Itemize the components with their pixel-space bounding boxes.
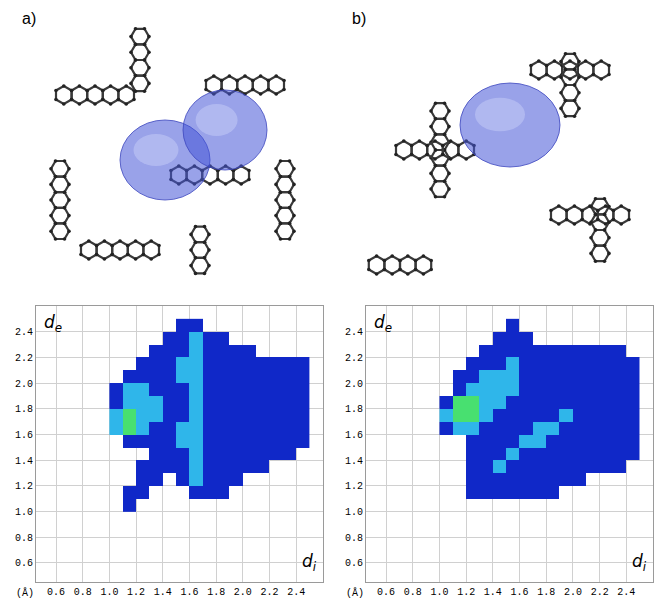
svg-text:2.4: 2.4	[617, 587, 635, 598]
svg-text:d​i​: d​i​	[302, 551, 317, 574]
svg-text:1.0: 1.0	[345, 507, 363, 518]
svg-text:1.6: 1.6	[345, 430, 363, 441]
svg-text:1.4: 1.4	[484, 587, 502, 598]
svg-text:2.2: 2.2	[261, 587, 279, 598]
svg-text:b): b)	[352, 10, 366, 27]
svg-text:2.0: 2.0	[345, 379, 363, 390]
svg-text:1.0: 1.0	[15, 507, 33, 518]
svg-text:0.8: 0.8	[74, 587, 92, 598]
svg-text:1.8: 1.8	[207, 587, 225, 598]
svg-text:2.2: 2.2	[591, 587, 609, 598]
svg-text:1.4: 1.4	[154, 587, 172, 598]
svg-text:d​e​: d​e​	[44, 312, 62, 335]
svg-text:0.8: 0.8	[404, 587, 422, 598]
svg-text:2.4: 2.4	[15, 327, 33, 338]
svg-text:2.0: 2.0	[234, 587, 252, 598]
svg-text:0.6: 0.6	[47, 587, 65, 598]
svg-text:2.4: 2.4	[287, 587, 305, 598]
svg-text:(Å): (Å)	[346, 587, 364, 599]
svg-text:d​i​: d​i​	[632, 551, 647, 574]
svg-text:0.8: 0.8	[15, 533, 33, 544]
svg-text:2.0: 2.0	[564, 587, 582, 598]
svg-text:1.2: 1.2	[345, 481, 363, 492]
svg-text:2.2: 2.2	[15, 353, 33, 364]
svg-text:a): a)	[22, 10, 36, 27]
svg-text:1.8: 1.8	[537, 587, 555, 598]
svg-text:0.6: 0.6	[15, 558, 33, 569]
svg-text:1.6: 1.6	[511, 587, 529, 598]
svg-text:1.2: 1.2	[15, 481, 33, 492]
svg-text:1.0: 1.0	[100, 587, 118, 598]
svg-text:0.6: 0.6	[377, 587, 395, 598]
svg-text:1.0: 1.0	[430, 587, 448, 598]
svg-text:1.4: 1.4	[345, 456, 363, 467]
svg-text:1.2: 1.2	[457, 587, 475, 598]
svg-text:2.2: 2.2	[345, 353, 363, 364]
svg-text:0.6: 0.6	[345, 558, 363, 569]
svg-text:1.2: 1.2	[127, 587, 145, 598]
svg-text:(Å): (Å)	[16, 587, 34, 599]
svg-text:1.8: 1.8	[345, 404, 363, 415]
svg-text:1.6: 1.6	[180, 587, 198, 598]
svg-text:2.0: 2.0	[15, 379, 33, 390]
svg-text:1.4: 1.4	[15, 456, 33, 467]
svg-text:0.8: 0.8	[345, 533, 363, 544]
svg-text:2.4: 2.4	[345, 327, 363, 338]
svg-text:d​e​: d​e​	[374, 312, 392, 335]
svg-text:1.8: 1.8	[15, 404, 33, 415]
svg-text:1.6: 1.6	[15, 430, 33, 441]
